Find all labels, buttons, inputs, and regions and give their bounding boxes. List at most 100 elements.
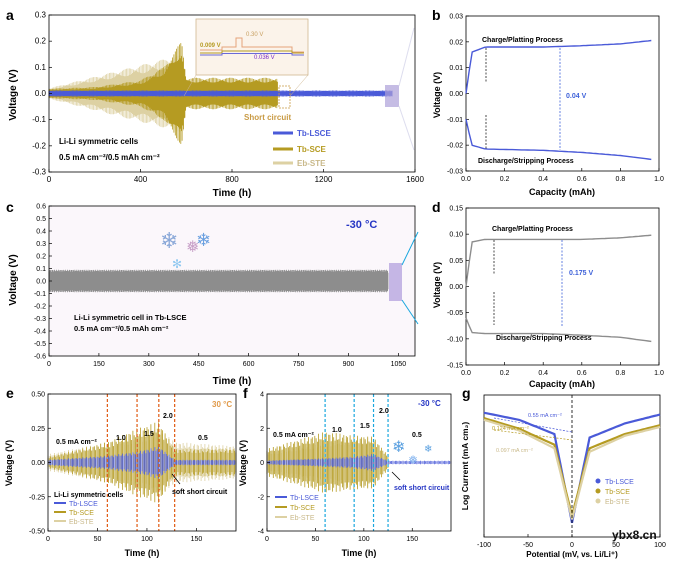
x-tick-label: 100 <box>358 536 370 543</box>
x-tick-label: 0.2 <box>500 176 510 183</box>
y-tick-label: -0.6 <box>34 354 46 361</box>
inset-label-009: 0.009 V <box>200 43 221 49</box>
x-tick-label: 0 <box>265 536 269 543</box>
line-Eb-STE <box>483 418 661 520</box>
panel-a-note-1: Li-Li symmetric cells <box>59 137 139 146</box>
inset-a: 0.009 V 0.30 V 0.036 V <box>183 18 309 97</box>
y-tick-label: 0.50 <box>31 392 45 399</box>
x-tick-label: -100 <box>477 542 491 549</box>
x-tick-label: 800 <box>225 175 239 184</box>
y-tick-label: 0.15 <box>449 206 463 213</box>
x-tick-label: 0.0 <box>461 176 471 183</box>
y-tick-label: 0.25 <box>31 426 45 433</box>
x-tick-label: 1.0 <box>654 370 664 377</box>
line-discharge <box>465 317 652 343</box>
legend-f: Tb-LSCE Tb-SCE Eb-STE <box>275 495 319 522</box>
legend-f-lsce: Tb-LSCE <box>290 495 319 502</box>
y-tick-label: -0.03 <box>447 169 463 176</box>
panel-label-c: c <box>6 199 14 215</box>
y-tick-label: 0.2 <box>36 254 46 261</box>
snowflake-icon: ❅ <box>186 239 199 256</box>
panel-a-ylabel: Voltage (V) <box>8 69 19 120</box>
legend-e-eb: Eb-STE <box>69 519 94 526</box>
panel-c-ylabel: Voltage (V) <box>8 254 19 305</box>
y-tick-label: 0.01 <box>449 65 463 72</box>
panel-a-xlabel: Time (h) <box>213 188 252 199</box>
y-tick-label: 0 <box>260 460 264 467</box>
legend-a-eb: Eb-STE <box>297 159 326 168</box>
x-tick-label: 750 <box>293 361 305 368</box>
y-tick-label: 0.0 <box>36 279 46 286</box>
panel-d-xlabel: Capacity (mAh) <box>529 379 595 389</box>
y-tick-label: 0.1 <box>36 266 46 273</box>
panel-f-temp: -30 °C <box>418 399 441 408</box>
snowflake-icon: ✻ <box>172 257 182 271</box>
y-tick-label: -0.50 <box>29 529 45 536</box>
y-tick-label: 4 <box>260 392 264 399</box>
panel-g-i0-eb: 0.097 mA cm⁻² <box>496 448 533 454</box>
y-tick-label: 2 <box>260 426 264 433</box>
panel-e-rate-05b: 0.5 <box>198 435 208 442</box>
panel-a-note-2: 0.5 mA cm⁻²/0.5 mAh cm⁻² <box>59 153 160 162</box>
panel-c-note-1: Li-Li symmetric cell in Tb-LSCE <box>74 313 187 322</box>
x-tick-label: 0.8 <box>616 370 626 377</box>
panel-label-e: e <box>6 385 14 401</box>
panel-b-xlabel: Capacity (mAh) <box>529 187 595 197</box>
panel-label-f: f <box>243 385 248 401</box>
y-tick-label: 0.3 <box>35 11 47 20</box>
y-tick-label: -4 <box>258 529 264 536</box>
legend-a-sce: Tb-SCE <box>297 145 327 154</box>
x-tick-label: 0.0 <box>461 370 471 377</box>
line-charge <box>465 234 652 287</box>
trace-Tb-LSCE <box>48 269 389 293</box>
y-tick-label: 0.5 <box>36 216 46 223</box>
y-tick-label: -0.1 <box>32 115 46 124</box>
y-tick-label: -0.25 <box>29 494 45 501</box>
legend-g-sce: Tb-SCE <box>605 489 630 496</box>
x-tick-label: 150 <box>93 361 105 368</box>
panel-d-discharge: Discharge/Stripping Process <box>496 335 592 342</box>
y-tick-label: -0.5 <box>34 341 46 348</box>
watermark: ybx8.cn <box>612 528 657 542</box>
x-tick-label: 0.8 <box>616 176 626 183</box>
y-tick-label: -0.1 <box>34 291 46 298</box>
y-tick-label: -0.2 <box>32 141 46 150</box>
x-tick-label: 0.4 <box>538 176 548 183</box>
y-tick-label: -0.3 <box>32 168 46 177</box>
panel-d-ylabel: Voltage (V) <box>432 262 442 308</box>
y-tick-label: -0.10 <box>447 336 463 343</box>
panel-b-arrows <box>485 48 561 150</box>
x-tick-label: 0 <box>46 536 50 543</box>
series-Tb-LSCE <box>48 269 389 293</box>
x-tick-label: 150 <box>191 536 203 543</box>
panel-label-g: g <box>462 385 471 401</box>
y-tick-label: 0.00 <box>449 91 463 98</box>
panel-f-xlabel: Time (h) <box>342 548 377 558</box>
snowflake-icon: ❅ <box>408 453 418 467</box>
snowflake-icon: ❄ <box>196 230 211 250</box>
x-tick-label: 400 <box>134 175 148 184</box>
panel-f-rate-20: 2.0 <box>379 408 389 415</box>
x-tick-label: 150 <box>406 536 418 543</box>
x-tick-label: 100 <box>141 536 153 543</box>
y-tick-label: -0.01 <box>447 117 463 124</box>
x-tick-label: 50 <box>312 536 320 543</box>
legend-e-lsce: Tb-LSCE <box>69 501 98 508</box>
snowflake-icon: ❄ <box>160 228 178 253</box>
x-tick-label: 450 <box>193 361 205 368</box>
y-tick-label: -0.15 <box>447 363 463 370</box>
panel-e-temp: 30 °C <box>212 400 232 409</box>
panel-g-ylabel: Log Current (mA cm₂) <box>460 422 470 511</box>
inset-label-030: 0.30 V <box>246 32 263 38</box>
panel-g-i0-sce: 0.124 mA cm⁻² <box>492 426 529 432</box>
y-tick-label: -0.4 <box>34 329 46 336</box>
panel-b-ylabel: Voltage (V) <box>432 72 442 118</box>
legend-a-lsce: Tb-LSCE <box>297 129 331 138</box>
x-tick-label: 300 <box>143 361 155 368</box>
y-tick-label: -0.05 <box>447 310 463 317</box>
y-tick-label: 0.4 <box>36 229 46 236</box>
panel-d-arrows <box>493 240 563 327</box>
x-tick-label: 1.0 <box>654 176 664 183</box>
panel-b-discharge: Discharge/Stripping Process <box>478 158 574 165</box>
